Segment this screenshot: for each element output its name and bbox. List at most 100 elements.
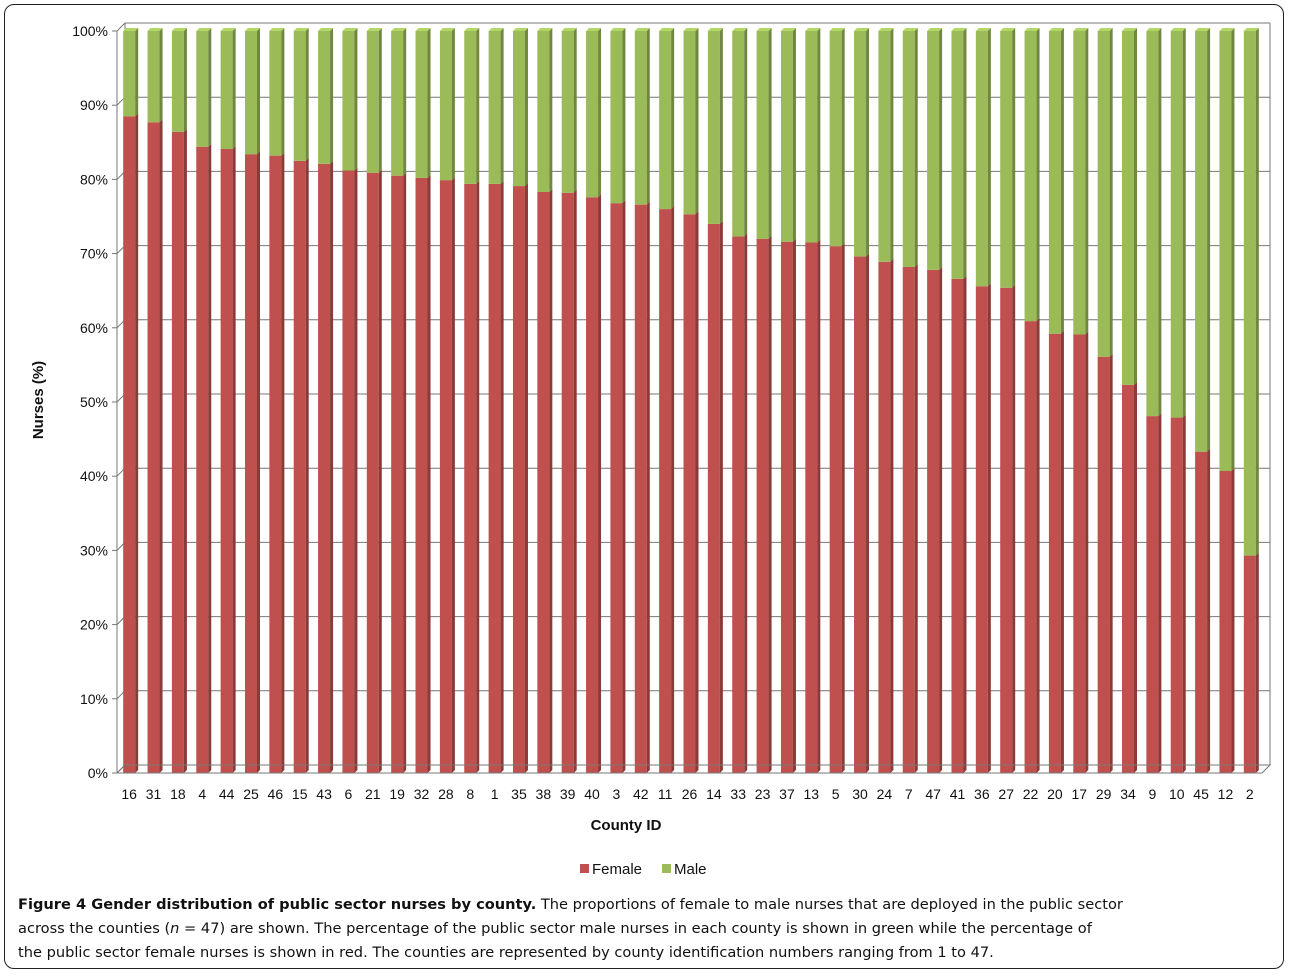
bar-female-22 [1024, 321, 1037, 773]
bar-male-46 [269, 31, 282, 156]
bar-male-45 [1195, 31, 1208, 452]
y-tick-label-2: 20% [80, 617, 108, 633]
bar-side-female-19 [403, 172, 407, 773]
y-tick-label-7: 70% [80, 246, 108, 262]
bar-side-male-31 [159, 28, 163, 123]
bar-side-male-21 [378, 28, 382, 173]
x-tick-label-20: 20 [1047, 786, 1063, 802]
bar-side-male-18 [183, 28, 187, 132]
bar-female-3 [610, 203, 623, 774]
bar-side-female-10 [1182, 414, 1186, 773]
bar-top-2 [1243, 28, 1259, 31]
bar-top-19 [391, 28, 407, 31]
x-tick-label-1: 1 [491, 786, 499, 802]
bar-top-38 [537, 28, 553, 31]
bar-top-22 [1024, 28, 1040, 31]
bar-male-29 [1097, 31, 1110, 357]
bar-female-47 [927, 269, 940, 773]
bar-top-7 [902, 28, 918, 31]
bar-top-24 [878, 28, 894, 31]
bar-side-female-22 [1036, 318, 1040, 773]
legend: Female Male [580, 861, 707, 878]
bar-female-31 [147, 122, 160, 774]
x-tick-label-11: 11 [658, 786, 673, 802]
bar-top-39 [561, 28, 577, 31]
x-tick-label-10: 10 [1169, 786, 1185, 802]
bar-top-46 [269, 28, 285, 31]
bar-male-28 [439, 31, 452, 181]
x-tick-label-7: 7 [905, 786, 913, 802]
bar-female-43 [318, 163, 331, 773]
bar-female-41 [951, 278, 964, 773]
bar-side-male-7 [914, 28, 918, 267]
bar-male-35 [512, 31, 525, 187]
x-tick-label-9: 9 [1148, 786, 1156, 802]
bar-side-female-30 [866, 253, 870, 773]
bar-male-44 [220, 31, 233, 149]
bar-top-33 [732, 28, 748, 31]
bar-top-44 [220, 28, 236, 31]
bar-side-male-14 [719, 28, 723, 224]
bar-side-male-4 [208, 28, 212, 147]
bar-top-40 [586, 28, 602, 31]
bar-side-male-30 [866, 28, 870, 257]
bar-female-28 [439, 180, 452, 774]
bar-male-25 [244, 31, 257, 155]
bar-side-male-36 [987, 28, 991, 287]
bar-female-30 [854, 256, 867, 773]
caption-line-2-pre: across the counties ( [18, 920, 171, 937]
bar-top-25 [244, 28, 260, 31]
bar-top-29 [1097, 28, 1113, 31]
y-tick-label-8: 80% [80, 171, 108, 187]
bar-side-male-43 [330, 28, 334, 164]
bar-top-4 [196, 28, 212, 31]
bar-top-23 [756, 28, 772, 31]
bar-female-35 [512, 186, 525, 773]
bar-female-11 [659, 209, 672, 773]
bar-female-1 [488, 183, 501, 774]
bar-side-female-44 [232, 145, 236, 773]
bar-female-7 [902, 266, 915, 773]
bar-female-32 [415, 177, 428, 773]
bars [123, 28, 1259, 774]
y-tick-label-4: 40% [80, 468, 108, 484]
bar-male-1 [488, 31, 501, 184]
x-tick-label-25: 25 [243, 786, 259, 802]
bar-side-female-9 [1158, 413, 1162, 773]
x-tick-label-24: 24 [877, 786, 893, 802]
bar-side-female-21 [378, 169, 382, 774]
x-tick-label-6: 6 [345, 786, 353, 802]
bar-top-26 [683, 28, 699, 31]
bar-top-30 [854, 28, 870, 31]
bar-male-31 [147, 31, 160, 123]
bar-female-39 [561, 192, 574, 774]
bar-female-37 [780, 241, 793, 773]
bar-female-38 [537, 192, 550, 773]
bar-top-43 [318, 28, 334, 31]
figure-caption: Figure 4 Gender distribution of public s… [18, 893, 1278, 965]
bar-top-41 [951, 28, 967, 31]
bar-female-25 [244, 154, 257, 773]
bar-top-11 [659, 28, 675, 31]
bar-female-29 [1097, 356, 1110, 773]
caption-line-2-post: = 47) are shown. The percentage of the p… [179, 920, 1092, 937]
bar-side-female-18 [183, 128, 187, 774]
bar-side-male-8 [476, 28, 480, 184]
bar-top-47 [927, 28, 943, 31]
bar-side-female-29 [1109, 353, 1113, 773]
bar-side-female-32 [427, 174, 431, 773]
bar-side-male-2 [1255, 28, 1259, 556]
legend-label-male: Male [674, 861, 707, 878]
y-tick-label-9: 90% [80, 97, 108, 113]
bar-female-19 [391, 175, 404, 773]
x-tick-label-38: 38 [536, 786, 552, 802]
bar-male-38 [537, 31, 550, 193]
bar-male-22 [1024, 31, 1037, 322]
bar-side-female-35 [524, 183, 528, 773]
x-tick-label-27: 27 [998, 786, 1014, 802]
bar-female-45 [1195, 451, 1208, 773]
bar-side-female-27 [1012, 284, 1016, 773]
x-tick-label-44: 44 [219, 786, 235, 802]
bar-male-7 [902, 31, 915, 267]
bar-top-35 [512, 28, 528, 31]
